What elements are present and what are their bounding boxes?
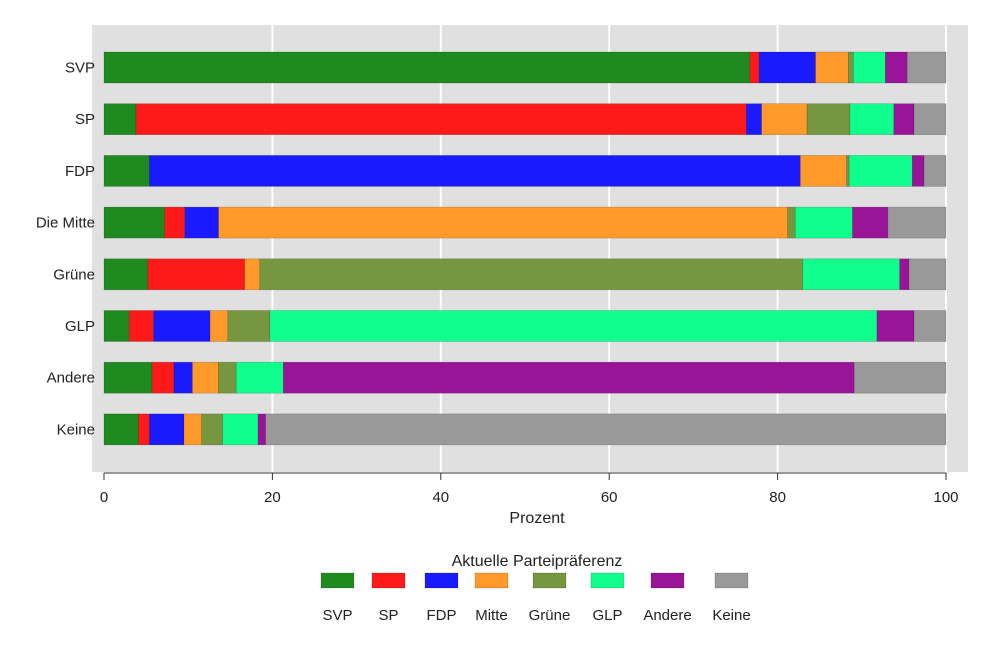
bar-segment-fdp xyxy=(758,51,816,84)
bar-segment-andere xyxy=(283,361,855,394)
bar-segment-fdp xyxy=(746,103,762,135)
bar-segment-svp xyxy=(103,310,130,342)
legend-swatch xyxy=(714,572,749,589)
bar-segment-fdp xyxy=(173,361,193,394)
bar-segment-mitte xyxy=(192,361,219,394)
legend-swatch xyxy=(371,572,406,589)
bar-segment-glp xyxy=(222,413,259,446)
legend-label: Andere xyxy=(643,607,691,624)
plot-panel xyxy=(92,25,968,472)
bar-segment-glp xyxy=(849,103,895,135)
bar-segment-grüne xyxy=(227,310,271,342)
legend-label: Keine xyxy=(712,607,750,624)
bar-segment-glp xyxy=(269,310,878,342)
bar-segment-svp xyxy=(103,155,150,187)
x-tick-label: 100 xyxy=(933,489,958,506)
legend-label: Mitte xyxy=(475,607,508,624)
bar-segment-keine xyxy=(906,51,947,84)
y-tick-label: Keine xyxy=(57,421,95,438)
legend-label: SVP xyxy=(322,607,352,624)
bar-segment-grüne xyxy=(218,361,237,394)
bar-segment-fdp xyxy=(149,413,185,446)
bar-segment-keine xyxy=(913,103,947,135)
legend-label: GLP xyxy=(592,607,622,624)
bar-segment-svp xyxy=(103,361,153,394)
bar-segment-sp xyxy=(151,361,175,394)
y-tick-label: SP xyxy=(75,111,95,128)
bar-segment-andere xyxy=(899,258,910,291)
y-tick-label: FDP xyxy=(65,163,95,180)
bar-segment-glp xyxy=(802,258,900,291)
bar-segment-grüne xyxy=(846,155,850,187)
legend-swatch xyxy=(650,572,685,589)
bar-segment-keine xyxy=(887,206,947,239)
bar-segment-svp xyxy=(103,258,149,291)
bar-segment-glp xyxy=(794,206,853,239)
bar-segment-keine xyxy=(913,310,947,342)
bar-segment-keine xyxy=(923,155,947,187)
legend-swatch xyxy=(590,572,625,589)
legend-label: SP xyxy=(378,607,398,624)
bar-segment-grüne xyxy=(201,413,224,446)
bar-segment-svp xyxy=(103,413,139,446)
bar-segment-mitte xyxy=(209,310,229,342)
bar-segment-andere xyxy=(893,103,915,135)
bar-segment-glp xyxy=(235,361,284,394)
bar-segment-glp xyxy=(848,155,913,187)
legend-title: Aktuelle Parteipräferenz xyxy=(452,553,623,570)
y-tick-label: Die Mitte xyxy=(36,215,95,232)
bar-segment-fdp xyxy=(153,310,211,342)
bar-segment-andere xyxy=(852,206,889,239)
bar-segment-keine xyxy=(908,258,947,291)
y-tick-label: GLP xyxy=(65,318,95,335)
legend-swatch xyxy=(320,572,355,589)
x-axis-label: Prozent xyxy=(509,510,565,527)
y-tick-label: SVP xyxy=(65,60,95,77)
bar-segment-sp xyxy=(135,103,747,135)
bar-segment-sp xyxy=(147,258,245,291)
x-tick-label: 0 xyxy=(100,489,108,506)
bar-segment-sp xyxy=(749,51,760,84)
bar-segment-sp xyxy=(138,413,150,446)
bar-segment-grüne xyxy=(848,51,854,84)
bar-segment-grüne xyxy=(806,103,851,135)
bar-segment-grüne xyxy=(787,206,796,239)
legend-swatch xyxy=(532,572,567,589)
x-tick-label: 80 xyxy=(769,489,786,506)
bar-segment-mitte xyxy=(218,206,789,239)
bar-segment-andere xyxy=(876,310,915,342)
bar-segment-mitte xyxy=(761,103,808,135)
bar-segment-mitte xyxy=(183,413,202,446)
bar-segment-andere xyxy=(885,51,908,84)
bar-segment-grüne xyxy=(259,258,804,291)
bar-segment-fdp xyxy=(184,206,219,239)
bar-segment-svp xyxy=(103,103,137,135)
bar-segment-andere xyxy=(912,155,925,187)
bar-segment-svp xyxy=(103,206,165,239)
bar-segment-svp xyxy=(103,51,751,84)
legend-label: FDP xyxy=(427,607,457,624)
bar-segment-andere xyxy=(257,413,266,446)
bar-segment-mitte xyxy=(800,155,847,187)
bar-segment-sp xyxy=(128,310,154,342)
legend-swatch xyxy=(474,572,509,589)
legend-swatch xyxy=(424,572,459,589)
x-tick-label: 60 xyxy=(601,489,618,506)
y-tick-label: Grüne xyxy=(53,266,95,283)
y-tick-label: Andere xyxy=(47,370,95,387)
bar-segment-glp xyxy=(853,51,886,84)
bar-segment-mitte xyxy=(815,51,849,84)
bar-segment-keine xyxy=(265,413,947,446)
bar-segment-keine xyxy=(853,361,947,394)
bar-segment-sp xyxy=(164,206,186,239)
x-tick-label: 20 xyxy=(264,489,281,506)
bar-segment-mitte xyxy=(244,258,261,291)
bar-segment-fdp xyxy=(149,155,801,187)
legend-label: Grüne xyxy=(529,607,571,624)
x-tick-label: 40 xyxy=(432,489,449,506)
legend: SVP SP FDP Mitte Grüne GLP Andere Keine xyxy=(320,572,751,624)
